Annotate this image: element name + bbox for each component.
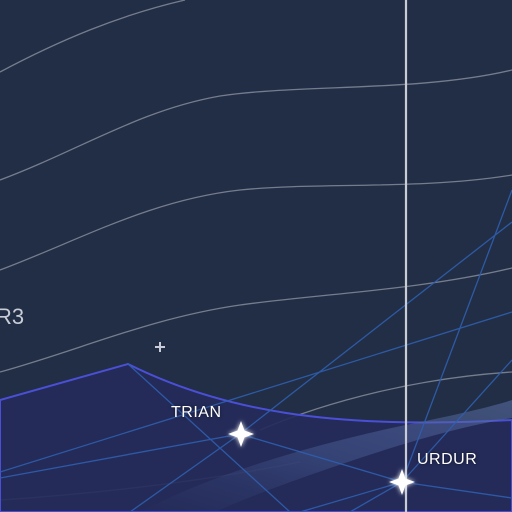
waypoint-trian[interactable] xyxy=(228,421,254,447)
airway-line xyxy=(401,481,512,499)
airway-line xyxy=(0,433,241,479)
contour-line xyxy=(0,69,512,181)
airway-line xyxy=(299,481,403,512)
airway-line xyxy=(129,433,241,512)
contour-line xyxy=(0,267,512,373)
airway-line xyxy=(349,481,403,512)
coastline-band xyxy=(140,400,512,512)
four-point-star-icon xyxy=(228,421,254,447)
contour-line xyxy=(0,174,512,271)
waypoint-label-urdur: URDUR xyxy=(417,451,478,468)
airway-lines xyxy=(0,189,512,512)
waypoint-label-trian: TRIAN xyxy=(171,404,222,421)
airway-line xyxy=(239,221,512,435)
airway-line xyxy=(401,189,512,483)
plus-icon[interactable] xyxy=(155,342,165,352)
airspace-region[interactable] xyxy=(0,362,512,512)
route-label: R3 xyxy=(0,304,25,329)
contour-line xyxy=(0,0,186,73)
airway-line xyxy=(0,311,512,473)
waypoint-urdur[interactable] xyxy=(389,469,415,495)
four-point-star-icon xyxy=(389,469,415,495)
airway-line xyxy=(401,359,512,483)
airway-line xyxy=(127,363,291,512)
airway-line xyxy=(239,433,403,483)
